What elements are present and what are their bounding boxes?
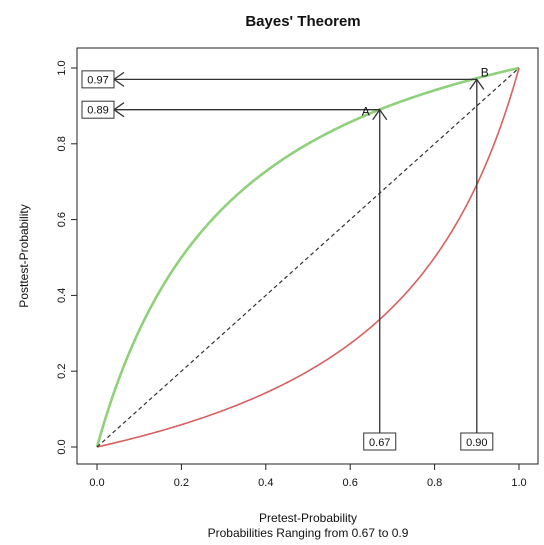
- x-axis: 0.0 0.2 0.4 0.6 0.8 1.0: [89, 464, 526, 489]
- plot-markers: 0.67 0.89 A 0.90 0.97 B: [82, 65, 493, 450]
- x-tick-label: 0.2: [174, 477, 189, 489]
- point-label: B: [481, 65, 489, 79]
- x-axis-subtitle: Probabilities Ranging from 0.67 to 0.9: [208, 526, 409, 540]
- y-tick-label: 0.0: [56, 439, 68, 454]
- identity-line: [97, 68, 519, 447]
- y-tick-label: 1.0: [56, 60, 68, 75]
- y-tick-label: 0.6: [56, 212, 68, 227]
- y-tick-label: 0.8: [56, 136, 68, 151]
- x-tick-label: 0.4: [258, 477, 273, 489]
- y-axis: 0.0 0.2 0.4 0.6 0.8 1.0: [56, 60, 77, 454]
- x-tick-label: 1.0: [511, 477, 526, 489]
- chart-title: Bayes' Theorem: [245, 13, 360, 30]
- point-label: A: [362, 105, 370, 119]
- posttest-value-label: 0.97: [87, 74, 108, 86]
- y-tick-label: 0.4: [56, 288, 68, 303]
- plot-lines: [97, 68, 519, 447]
- x-tick-label: 0.0: [89, 477, 104, 489]
- x-tick-label: 0.6: [343, 477, 358, 489]
- pretest-value-label: 0.90: [466, 437, 487, 449]
- y-axis-label: Posttest-Probability: [17, 204, 31, 307]
- x-axis-label: Pretest-Probability: [259, 511, 357, 525]
- posttest-value-label: 0.89: [87, 105, 108, 117]
- plot-frame: [77, 48, 538, 464]
- y-tick-label: 0.2: [56, 364, 68, 379]
- pretest-value-label: 0.67: [369, 437, 390, 449]
- x-tick-label: 0.8: [427, 477, 442, 489]
